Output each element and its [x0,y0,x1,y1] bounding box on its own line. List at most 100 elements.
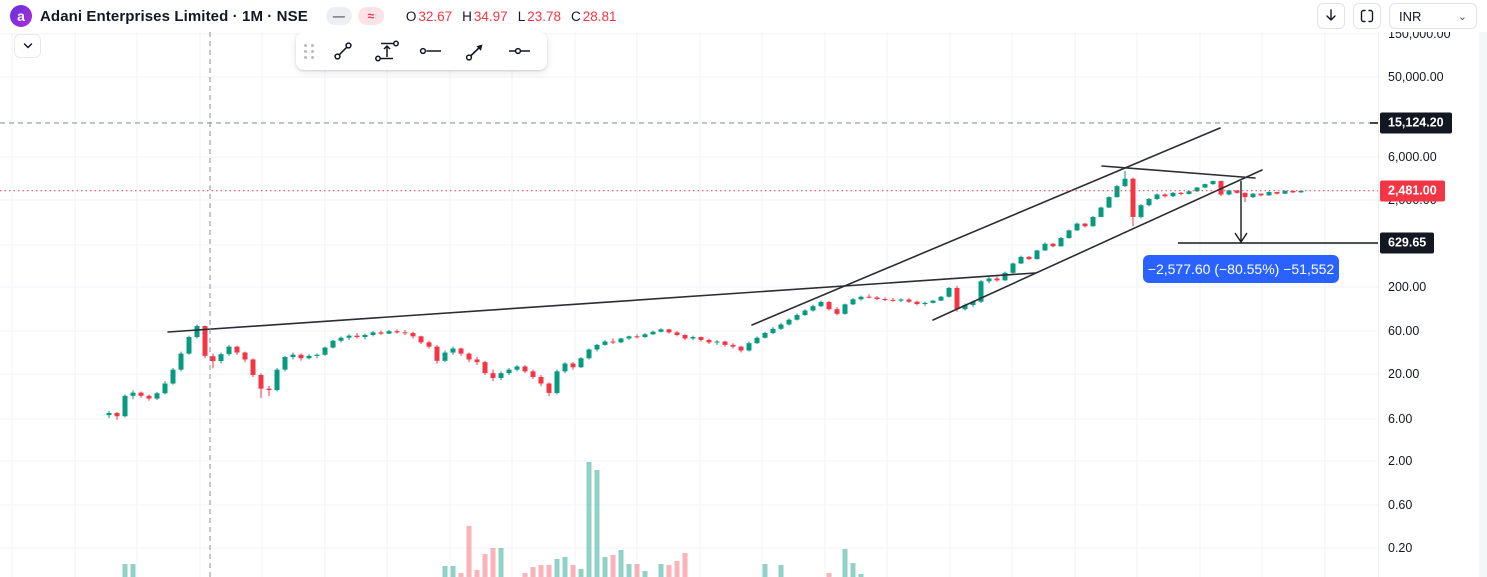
candle-body [634,336,640,338]
candle-body [1266,192,1272,196]
arrow-icon [465,44,483,61]
candle-body [1154,194,1160,199]
candle-body [1090,216,1096,227]
candle-body [1210,181,1216,185]
channel-upper-line[interactable] [751,127,1221,326]
candle-body [762,333,768,338]
volume-bar [554,559,560,577]
candle-body [890,299,896,301]
candle-body [490,373,496,378]
candle-body [738,346,744,351]
download-button[interactable] [1317,3,1345,29]
tool-arrow[interactable] [453,34,497,68]
candle-body [962,304,968,310]
symbol-title-group[interactable]: a Adani Enterprises Limited · 1M · NSE —… [0,5,617,27]
candle-body [1002,272,1008,281]
candle-body [1194,187,1200,192]
candle-body [778,324,784,329]
candle-body [834,309,840,314]
candle-body [450,348,456,353]
volume-bar [850,563,856,577]
fullscreen-icon [1360,9,1374,23]
candle-body [346,335,352,338]
crosshair-price-badge: 15,124.20 [1380,112,1452,134]
candle-body [1274,192,1280,194]
candle-body [1042,243,1048,251]
candle-body [1114,186,1120,198]
candle-body [442,352,448,361]
candle-body [594,344,600,350]
candle-body [570,363,576,368]
volume-bar [762,564,768,577]
tool-trend-line[interactable] [321,34,365,68]
candle-body [994,278,1000,281]
ohlc-pair: O 32.67 [406,9,452,24]
candle-body [434,346,440,361]
candlestick-chart-canvas[interactable] [0,0,1378,577]
volume-bar [858,574,864,577]
volume-bar [562,557,568,577]
tool-horizontal-line[interactable] [409,34,453,68]
legend-pill-dash[interactable]: — [325,7,352,25]
fullscreen-button[interactable] [1353,3,1381,29]
legend-pill-approx[interactable]: ≈ [357,7,384,25]
channel-lower-line[interactable] [932,169,1263,321]
candle-body [1282,190,1288,194]
drawing-toolbar [296,32,547,70]
price-tick-label: 50,000.00 [1388,70,1444,84]
candle-body [1138,205,1144,217]
candle-body [1218,181,1224,195]
candle-body [674,332,680,335]
wedge-top-line[interactable] [1101,165,1256,179]
volume-bar [578,569,584,577]
candle-body [1010,263,1016,273]
candle-body [690,337,696,339]
candle-body [818,302,824,307]
candle-body [266,388,272,391]
price-tick-label: 200.00 [1388,280,1427,294]
candle-body [666,329,672,333]
tool-date-price-range[interactable] [365,34,409,68]
candle-body [506,369,512,374]
tool-horizontal-ray[interactable] [497,34,541,68]
currency-select[interactable]: INR ⌄ [1389,3,1477,29]
measure-result-label[interactable]: −2,577.60 (−80.55%) −51,552 [1143,255,1339,283]
candle-body [218,354,224,362]
candle-body [642,334,648,338]
candle-body [250,359,256,375]
candle-body [754,337,760,344]
candle-body [914,301,920,305]
volume-bar [490,548,496,577]
legend-collapse-button[interactable] [14,34,41,58]
drawing-price-badge: 629.65 [1380,232,1435,254]
candle-body [826,302,832,310]
candle-body [162,383,168,394]
toolbar-drag-handle[interactable] [304,43,315,59]
candle-body [418,336,424,343]
candle-body [554,371,560,393]
ohlc-value: 34.97 [473,8,508,24]
volume-bar [610,555,616,577]
candle-body [842,304,848,314]
volume-bar [450,566,456,577]
candle-body [930,300,936,303]
price-tick-label: 2.00 [1388,454,1413,468]
volume-bar [498,548,504,577]
candle-body [338,337,344,341]
candle-body [1258,193,1264,196]
candle-body [578,358,584,368]
candle-body [314,354,320,356]
long-support-line[interactable] [167,272,1036,333]
candle-body [658,329,664,332]
candle-body [1162,194,1168,197]
volume-bar [658,564,664,577]
symbol-title[interactable]: Adani Enterprises Limited · 1M · NSE [40,7,308,25]
price-tick-label: 0.60 [1388,498,1413,512]
candle-body [330,340,336,348]
candle-body [1066,230,1072,239]
candle-body [1186,191,1192,194]
volume-bar [122,564,128,577]
candle-body [858,296,864,300]
price-axis[interactable]: 150,000.0050,000.006,000.002,000.00200.0… [1378,0,1479,577]
